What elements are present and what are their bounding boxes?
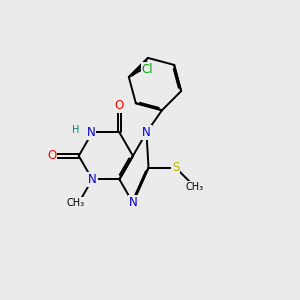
Text: S: S <box>172 161 179 174</box>
Text: O: O <box>47 149 56 162</box>
Text: CH₃: CH₃ <box>186 182 204 192</box>
Text: N: N <box>86 126 95 139</box>
Text: O: O <box>115 99 124 112</box>
Text: N: N <box>88 173 97 186</box>
Text: N: N <box>142 126 151 139</box>
Text: CH₃: CH₃ <box>67 198 85 208</box>
Text: H: H <box>72 125 80 135</box>
Text: Cl: Cl <box>142 63 153 76</box>
Text: N: N <box>128 196 137 209</box>
